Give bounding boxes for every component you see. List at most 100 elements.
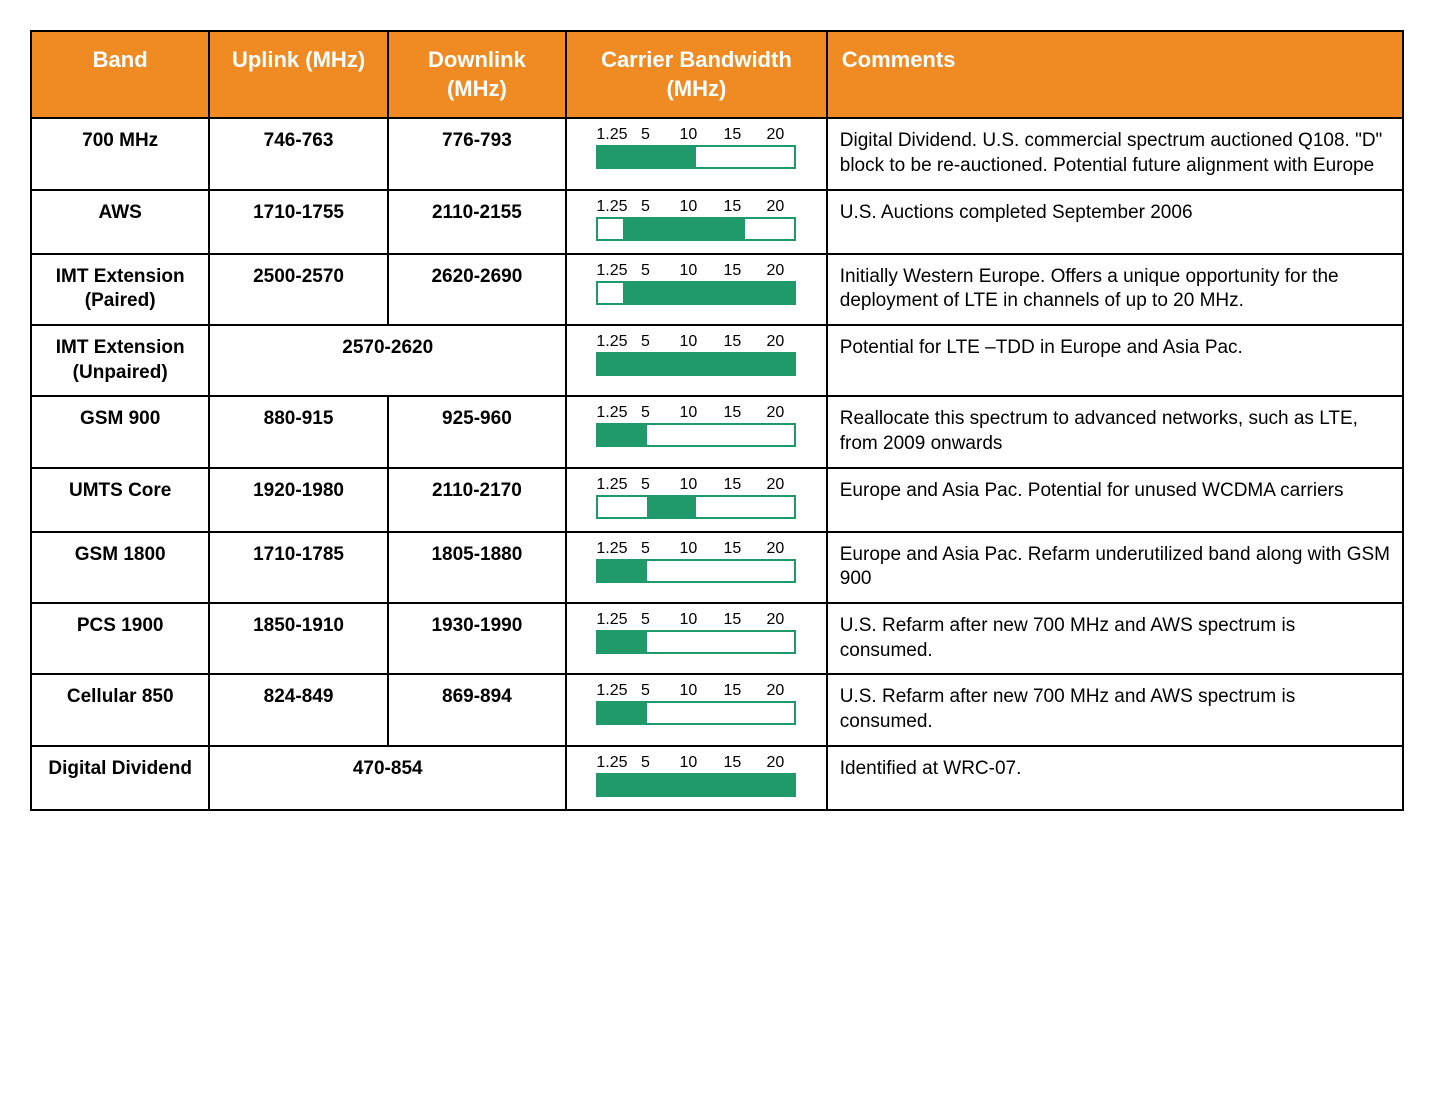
tick-label: 5 [624, 541, 666, 557]
downlink-cell: 1930-1990 [388, 603, 566, 674]
bandwidth-bar [596, 352, 796, 376]
tick-label: 20 [754, 199, 796, 215]
table-row: UMTS Core1920-19802110-2170 1.25 5 10 15… [31, 468, 1403, 532]
bandwidth-bar [596, 773, 796, 797]
tick-label: 5 [624, 405, 666, 421]
comment-cell: U.S. Refarm after new 700 MHz and AWS sp… [827, 674, 1403, 745]
bandwidth-chart: 1.25 5 10 15 20 [596, 199, 796, 241]
bandwidth-cell: 1.25 5 10 15 20 [566, 254, 827, 325]
tick-label: 5 [624, 683, 666, 699]
table-row: GSM 18001710-17851805-1880 1.25 5 10 15 … [31, 532, 1403, 603]
uplink-cell: 1710-1785 [209, 532, 387, 603]
header-row: Band Uplink (MHz) Downlink (MHz) Carrier… [31, 31, 1403, 118]
bandwidth-chart: 1.25 5 10 15 20 [596, 541, 796, 583]
bandwidth-bar [596, 281, 796, 305]
bandwidth-cell: 1.25 5 10 15 20 [566, 396, 827, 467]
merged-freq-cell: 2570-2620 [209, 325, 566, 396]
uplink-cell: 824-849 [209, 674, 387, 745]
uplink-cell: 880-915 [209, 396, 387, 467]
tick-label: 20 [754, 477, 796, 493]
tick-label: 20 [754, 263, 796, 279]
tick-label: 20 [754, 612, 796, 628]
bandwidth-chart: 1.25 5 10 15 20 [596, 477, 796, 519]
uplink-cell: 1850-1910 [209, 603, 387, 674]
band-cell: IMT Extension (Unpaired) [31, 325, 209, 396]
tick-label: 10 [666, 334, 710, 350]
tick-label: 1.25 [596, 477, 624, 493]
bandwidth-bar [596, 423, 796, 447]
comment-cell: Initially Western Europe. Offers a uniqu… [827, 254, 1403, 325]
tick-label: 1.25 [596, 334, 624, 350]
tick-label: 15 [710, 612, 754, 628]
comment-cell: Potential for LTE –TDD in Europe and Asi… [827, 325, 1403, 396]
header-carrier: Carrier Bandwidth (MHz) [566, 31, 827, 118]
band-cell: 700 MHz [31, 118, 209, 189]
tick-label: 5 [624, 263, 666, 279]
bandwidth-bar [596, 145, 796, 169]
table-row: GSM 900880-915925-960 1.25 5 10 15 20 Re… [31, 396, 1403, 467]
bandwidth-fill [598, 425, 647, 445]
bandwidth-chart: 1.25 5 10 15 20 [596, 755, 796, 797]
header-band: Band [31, 31, 209, 118]
bandwidth-chart: 1.25 5 10 15 20 [596, 683, 796, 725]
tick-label: 1.25 [596, 755, 624, 771]
uplink-cell: 1710-1755 [209, 190, 387, 254]
bandwidth-cell: 1.25 5 10 15 20 [566, 118, 827, 189]
downlink-cell: 2620-2690 [388, 254, 566, 325]
bandwidth-bar [596, 217, 796, 241]
tick-label: 20 [754, 541, 796, 557]
uplink-cell: 2500-2570 [209, 254, 387, 325]
tick-label: 10 [666, 612, 710, 628]
band-cell: UMTS Core [31, 468, 209, 532]
band-cell: AWS [31, 190, 209, 254]
bandwidth-fill [598, 632, 647, 652]
tick-label: 20 [754, 127, 796, 143]
merged-freq-cell: 470-854 [209, 746, 566, 810]
bandwidth-cell: 1.25 5 10 15 20 [566, 532, 827, 603]
tick-label: 20 [754, 755, 796, 771]
comment-cell: Reallocate this spectrum to advanced net… [827, 396, 1403, 467]
bandwidth-fill [623, 283, 795, 303]
bandwidth-fill [598, 147, 696, 167]
bandwidth-fill [598, 354, 794, 374]
tick-label: 5 [624, 612, 666, 628]
header-downlink: Downlink (MHz) [388, 31, 566, 118]
bandwidth-cell: 1.25 5 10 15 20 [566, 603, 827, 674]
comment-cell: U.S. Refarm after new 700 MHz and AWS sp… [827, 603, 1403, 674]
downlink-cell: 2110-2170 [388, 468, 566, 532]
bandwidth-cell: 1.25 5 10 15 20 [566, 468, 827, 532]
tick-label: 15 [710, 405, 754, 421]
tick-label: 15 [710, 263, 754, 279]
bandwidth-ticks: 1.25 5 10 15 20 [596, 755, 796, 771]
comment-cell: U.S. Auctions completed September 2006 [827, 190, 1403, 254]
bandwidth-chart: 1.25 5 10 15 20 [596, 612, 796, 654]
table-row: Digital Dividend470-854 1.25 5 10 15 20 … [31, 746, 1403, 810]
table-row: IMT Extension (Paired)2500-25702620-2690… [31, 254, 1403, 325]
tick-label: 15 [710, 127, 754, 143]
comment-cell: Europe and Asia Pac. Refarm underutilize… [827, 532, 1403, 603]
bandwidth-fill [598, 775, 794, 795]
tick-label: 5 [624, 334, 666, 350]
bandwidth-ticks: 1.25 5 10 15 20 [596, 541, 796, 557]
tick-label: 1.25 [596, 199, 624, 215]
bandwidth-ticks: 1.25 5 10 15 20 [596, 127, 796, 143]
tick-label: 1.25 [596, 612, 624, 628]
tick-label: 1.25 [596, 405, 624, 421]
bandwidth-cell: 1.25 5 10 15 20 [566, 746, 827, 810]
bandwidth-bar [596, 701, 796, 725]
bandwidth-chart: 1.25 5 10 15 20 [596, 263, 796, 305]
comment-cell: Digital Dividend. U.S. commercial spectr… [827, 118, 1403, 189]
bandwidth-chart: 1.25 5 10 15 20 [596, 405, 796, 447]
tick-label: 15 [710, 541, 754, 557]
tick-label: 1.25 [596, 683, 624, 699]
tick-label: 5 [624, 127, 666, 143]
tick-label: 20 [754, 334, 796, 350]
bandwidth-fill [598, 561, 647, 581]
tick-label: 1.25 [596, 263, 624, 279]
downlink-cell: 776-793 [388, 118, 566, 189]
tick-label: 10 [666, 263, 710, 279]
spectrum-table: Band Uplink (MHz) Downlink (MHz) Carrier… [30, 30, 1404, 811]
tick-label: 15 [710, 334, 754, 350]
tick-label: 10 [666, 127, 710, 143]
bandwidth-cell: 1.25 5 10 15 20 [566, 674, 827, 745]
